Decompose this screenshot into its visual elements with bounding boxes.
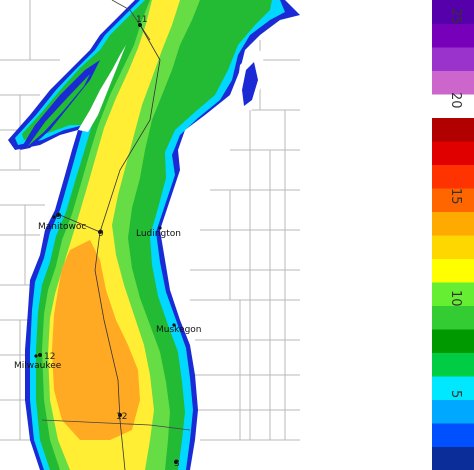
city-label-muskegon: Muskegon <box>156 325 202 335</box>
legend-band <box>432 0 474 24</box>
point-label-mid-left: 9 <box>56 212 62 222</box>
legend-band <box>432 235 474 259</box>
legend-band <box>432 211 474 236</box>
legend-tick-20: 20 <box>448 92 463 109</box>
legend-band <box>432 258 474 283</box>
marker-mid <box>98 230 102 234</box>
point-label-mid: 9 <box>98 229 104 239</box>
city-dot-milwaukee <box>34 354 38 358</box>
city-label-milwaukee: Milwaukee <box>14 361 62 371</box>
track-line <box>94 24 161 470</box>
legend-tick-5: 5 <box>448 390 463 398</box>
legend-band <box>432 446 474 470</box>
legend-band <box>432 376 474 400</box>
legend-band <box>432 188 474 212</box>
city-dot-muskegon <box>172 323 176 327</box>
color-scale-legend: 25 20 15 10 5 <box>432 0 474 470</box>
marker-west <box>38 353 42 357</box>
marker-mid-left <box>56 213 60 217</box>
marker-north <box>138 23 142 27</box>
city-dot-manitowoc <box>52 215 56 219</box>
point-markers: 11 9 9 12 12 3 <box>38 15 180 469</box>
legend-band <box>432 164 474 189</box>
green-bay-band <box>20 60 100 150</box>
state-boundaries <box>41 0 191 431</box>
lake-orange-core <box>52 240 140 440</box>
marker-bottom <box>174 460 178 464</box>
track-line-branch <box>59 214 101 233</box>
legend-band <box>432 423 474 447</box>
legend-tick-25: 25 <box>448 8 463 25</box>
legend-band <box>432 23 474 48</box>
legend-tick-15: 15 <box>448 188 463 205</box>
northeast-bay <box>242 62 258 106</box>
legend-band <box>432 305 474 330</box>
city-label-manitowoc: Manitowoc <box>38 222 86 232</box>
point-label-bottom: 3 <box>174 459 180 469</box>
legend-band <box>432 47 474 71</box>
legend-band <box>432 70 474 95</box>
legend-band <box>432 352 474 377</box>
legend-band <box>432 282 474 306</box>
legend-band <box>432 399 474 424</box>
point-label-south: 12 <box>116 412 127 422</box>
city-dot-ludington <box>158 226 162 230</box>
marker-south <box>118 413 122 417</box>
city-label-ludington: Ludington <box>136 229 181 239</box>
legend-band <box>432 117 474 142</box>
place-labels: Manitowoc Milwaukee Ludington Muskegon <box>14 215 202 371</box>
legend-band <box>432 94 474 118</box>
point-label-north: 11 <box>136 15 147 25</box>
legend-tick-10: 10 <box>448 290 463 307</box>
point-label-west: 12 <box>44 352 55 362</box>
green-bay-inner <box>28 74 90 146</box>
peninsula-land <box>78 45 126 132</box>
legend-band <box>432 329 474 353</box>
legend-band <box>432 141 474 165</box>
